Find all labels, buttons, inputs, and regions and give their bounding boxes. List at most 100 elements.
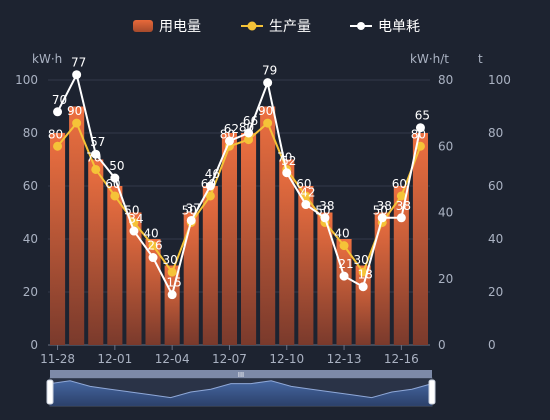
production-point bbox=[53, 141, 63, 151]
production-point bbox=[339, 241, 349, 251]
consumption-data-label: 57 bbox=[90, 135, 105, 149]
consumption-point bbox=[396, 213, 406, 223]
production-data-label: 80 bbox=[220, 127, 235, 141]
right-tick-label: 20 bbox=[488, 285, 503, 299]
production-data-label: 40 bbox=[334, 227, 349, 241]
datazoom-area bbox=[50, 380, 432, 406]
production-point bbox=[263, 118, 273, 128]
middle-tick-label: 0 bbox=[438, 338, 446, 352]
bar bbox=[374, 212, 390, 345]
production-data-label: 60 bbox=[296, 177, 311, 191]
datazoom-range-bar bbox=[50, 370, 432, 378]
legend-label-power: 用电量 bbox=[159, 19, 201, 35]
datazoom-handle-right[interactable] bbox=[428, 379, 436, 405]
production-data-label: 70 bbox=[86, 150, 101, 164]
right-tick-label: 0 bbox=[488, 338, 496, 352]
x-tick-label: 12-16 bbox=[384, 352, 419, 366]
consumption-point bbox=[72, 70, 82, 80]
legend-swatch-bar bbox=[133, 20, 153, 32]
left-tick-label: 0 bbox=[30, 338, 38, 352]
x-tick-label: 12-01 bbox=[97, 352, 132, 366]
consumption-point bbox=[320, 213, 330, 223]
left-tick-label: 100 bbox=[15, 73, 38, 87]
production-data-label: 70 bbox=[277, 150, 292, 164]
consumption-data-label: 46 bbox=[205, 167, 220, 181]
x-tick-label: 12-10 bbox=[269, 352, 304, 366]
bar bbox=[69, 106, 85, 345]
consumption-point bbox=[415, 123, 425, 133]
consumption-point bbox=[339, 271, 349, 281]
consumption-point bbox=[224, 136, 234, 146]
datazoom-line bbox=[49, 380, 433, 399]
consumption-data-label: 26 bbox=[147, 239, 162, 253]
left-tick-label: 60 bbox=[23, 179, 38, 193]
consumption-point bbox=[91, 149, 101, 159]
legend-swatch-line-white bbox=[350, 22, 372, 30]
legend: 用电量 生产量 电单耗 bbox=[0, 16, 550, 38]
production-point bbox=[167, 267, 177, 277]
production-data-label: 90 bbox=[67, 104, 82, 118]
consumption-point bbox=[53, 107, 63, 117]
consumption-point bbox=[282, 168, 292, 178]
consumption-data-label: 66 bbox=[243, 114, 258, 128]
consumption-data-label: 38 bbox=[396, 199, 411, 213]
right-tick-label: 40 bbox=[488, 232, 503, 246]
left-tick-label: 40 bbox=[23, 232, 38, 246]
bar bbox=[221, 133, 237, 345]
legend-swatch-line-yellow bbox=[241, 21, 263, 31]
bar bbox=[260, 106, 276, 345]
consumption-data-label: 15 bbox=[167, 276, 182, 290]
consumption-data-label: 52 bbox=[281, 154, 296, 168]
bar bbox=[183, 212, 199, 345]
production-data-label: 50 bbox=[315, 203, 330, 217]
consumption-point bbox=[110, 173, 120, 183]
legend-item-production[interactable]: 生产量 bbox=[241, 16, 311, 36]
production-data-label: 40 bbox=[143, 227, 158, 241]
middle-tick-label: 80 bbox=[438, 73, 453, 87]
bar bbox=[126, 212, 142, 345]
bar bbox=[317, 212, 333, 345]
left-axis-unit: kW·h bbox=[32, 52, 63, 66]
consumption-data-label: 65 bbox=[415, 109, 430, 123]
consumption-data-label: 21 bbox=[338, 257, 353, 271]
production-line bbox=[56, 121, 422, 275]
x-tick-label: 12-04 bbox=[155, 352, 190, 366]
production-data-label: 50 bbox=[124, 203, 139, 217]
production-point bbox=[148, 241, 158, 251]
right-tick-label: 100 bbox=[488, 73, 511, 87]
production-point bbox=[72, 118, 82, 128]
production-data-label: 60 bbox=[201, 177, 216, 191]
production-data-label: 60 bbox=[105, 177, 120, 191]
consumption-point bbox=[167, 290, 177, 300]
production-data-label: 80 bbox=[411, 127, 426, 141]
consumption-point bbox=[301, 200, 311, 210]
consumption-data-label: 38 bbox=[319, 199, 334, 213]
production-data-label: 50 bbox=[182, 203, 197, 217]
bar bbox=[412, 133, 428, 345]
consumption-point bbox=[377, 213, 387, 223]
right-axis-unit: t bbox=[478, 52, 483, 66]
consumption-data-label: 42 bbox=[300, 186, 315, 200]
production-data-label: 80 bbox=[239, 121, 254, 135]
x-tick-label: 11-28 bbox=[40, 352, 75, 366]
legend-item-consumption[interactable]: 电单耗 bbox=[350, 16, 420, 36]
legend-item-power[interactable]: 用电量 bbox=[133, 16, 201, 36]
datazoom-handle-left[interactable] bbox=[46, 379, 54, 405]
middle-axis-unit: kW·h/t bbox=[410, 52, 449, 66]
consumption-data-label: 79 bbox=[262, 64, 277, 78]
consumption-data-label: 37 bbox=[186, 201, 201, 215]
consumption-point bbox=[205, 181, 215, 191]
production-point bbox=[205, 191, 215, 201]
consumption-data-label: 70 bbox=[52, 93, 67, 107]
consumption-data-label: 77 bbox=[71, 56, 86, 70]
bar bbox=[88, 159, 104, 345]
production-point bbox=[110, 191, 120, 201]
consumption-point bbox=[148, 253, 158, 263]
x-tick-label: 12-07 bbox=[212, 352, 247, 366]
bar bbox=[50, 133, 66, 345]
middle-tick-label: 40 bbox=[438, 206, 453, 220]
consumption-point bbox=[358, 282, 368, 292]
x-tick-label: 12-13 bbox=[327, 352, 362, 366]
